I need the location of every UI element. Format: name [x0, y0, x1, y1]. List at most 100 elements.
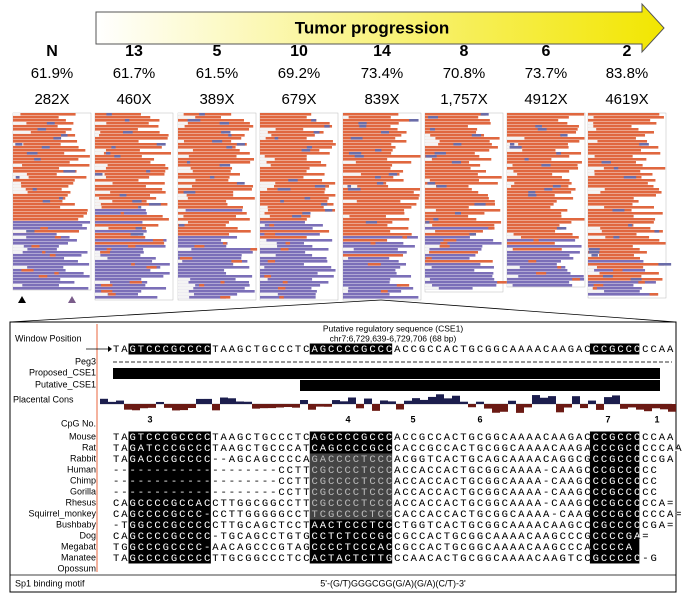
- heatmap-spot: [130, 233, 144, 236]
- heatmap-row: [260, 164, 327, 167]
- heatmap-row: [260, 113, 312, 116]
- heatmap-row: [95, 173, 165, 176]
- heatmap-row: [588, 194, 656, 197]
- cpg-highlight: [589, 497, 640, 509]
- sequence: --------------------CCTTCGCCCCTCCCACCACC…: [113, 487, 657, 499]
- heatmap-spot: [436, 185, 447, 188]
- heatmap-row: [343, 209, 405, 212]
- cpg-highlight: [128, 431, 211, 443]
- heatmap-spot: [428, 116, 439, 119]
- heatmap-row: [343, 233, 412, 236]
- heatmap-gap: [260, 155, 265, 158]
- heatmap-spot: [354, 155, 364, 158]
- heatmap-gap: [588, 227, 601, 230]
- heatmap-row: [343, 167, 391, 170]
- heatmap-row: [343, 260, 399, 263]
- heatmap-row: [588, 125, 632, 128]
- heatmap-row: [425, 191, 479, 194]
- heatmap-row: [260, 239, 333, 242]
- heatmap-spot: [178, 224, 185, 227]
- heatmap-row: [13, 188, 62, 191]
- heatmap-spot: [453, 143, 462, 146]
- heatmap-row: [178, 290, 255, 293]
- heatmap-gap: [507, 164, 513, 167]
- heatmap-gap: [260, 158, 275, 161]
- heatmap-gap: [588, 230, 602, 233]
- cpg-highlight: [309, 343, 393, 355]
- heatmap-row: [13, 131, 66, 134]
- heatmap-row: [507, 263, 557, 266]
- heatmap-spot: [186, 161, 191, 164]
- heatmap-row: [178, 230, 251, 233]
- heatmap-row: [425, 260, 493, 263]
- cpg-highlight: [309, 453, 393, 465]
- heatmap-gap: [588, 122, 594, 125]
- heatmap-row: [95, 236, 146, 239]
- heatmap-row: [260, 173, 325, 176]
- heatmap-row: [507, 167, 579, 170]
- heatmap-spot: [425, 257, 432, 260]
- heatmap-gap: [95, 227, 109, 230]
- heatmap-row: [507, 281, 570, 284]
- cons-bar: [180, 404, 188, 411]
- cpg-highlight: [128, 552, 211, 564]
- heatmap-row: [13, 170, 77, 173]
- heatmap-row: [95, 278, 142, 281]
- heatmap-gap: [588, 170, 595, 173]
- heatmap-spot: [274, 137, 279, 140]
- heatmap-row: [343, 293, 390, 296]
- heatmap-spot: [613, 269, 623, 272]
- heatmap-gap: [425, 158, 432, 161]
- heatmap-gap: [507, 173, 518, 176]
- heatmap-spot: [591, 254, 598, 257]
- conservation-track: [100, 394, 676, 413]
- heatmap-row: [260, 191, 325, 194]
- heatmap-row: [260, 194, 336, 197]
- heatmap-row: [588, 242, 666, 245]
- heatmap-row: [507, 248, 562, 251]
- heatmap-row: [425, 281, 499, 284]
- heatmap-spot: [285, 242, 291, 245]
- heatmap-gap: [260, 128, 276, 131]
- heatmap-row: [178, 185, 254, 188]
- heatmap-spot: [124, 119, 130, 122]
- heatmap-row: [178, 200, 227, 203]
- heatmap-row: [507, 122, 568, 125]
- heatmap-spot: [41, 146, 50, 149]
- heatmap-row: [425, 257, 470, 260]
- heatmap-row: [95, 164, 166, 167]
- heatmap-spot: [474, 203, 486, 206]
- heatmap-row: [260, 272, 318, 275]
- heatmap-row: [588, 218, 656, 221]
- heatmap-row: [260, 206, 324, 209]
- heatmap-gap: [178, 293, 194, 296]
- heatmap-spot: [26, 230, 35, 233]
- heatmap-gap: [95, 257, 108, 260]
- heatmap-row: [95, 206, 139, 209]
- heatmap-row: [95, 293, 139, 296]
- heatmap-spot: [613, 167, 619, 170]
- species-name: Bushbaby: [56, 519, 97, 529]
- heatmap-row: [588, 122, 657, 125]
- heatmap-row: [178, 176, 230, 179]
- heatmap-row: [95, 269, 151, 272]
- heatmap-row: [13, 287, 89, 290]
- heatmap-spot: [301, 149, 311, 152]
- heatmap-row: [260, 278, 313, 281]
- heatmap-row: [588, 272, 659, 275]
- heatmap-row: [425, 182, 498, 185]
- heatmap-row: [588, 158, 647, 161]
- sequence: TAGCCCCGCCCCTTGCGGCCCTCCACTACTCTTGCCAACA…: [113, 553, 657, 565]
- heatmap-row: [178, 206, 243, 209]
- cons-bar: [348, 397, 356, 404]
- heatmap-spot: [60, 134, 68, 137]
- heatmap-spot: [128, 245, 136, 248]
- heatmap-row: [178, 158, 254, 161]
- heatmap-row: [588, 164, 643, 167]
- cons-bar: [612, 395, 620, 404]
- heatmap-row: [13, 236, 70, 239]
- heatmap-spot: [21, 269, 34, 272]
- cons-bar: [292, 404, 300, 408]
- heatmap-spot: [49, 254, 56, 257]
- heatmap-spot: [101, 284, 113, 287]
